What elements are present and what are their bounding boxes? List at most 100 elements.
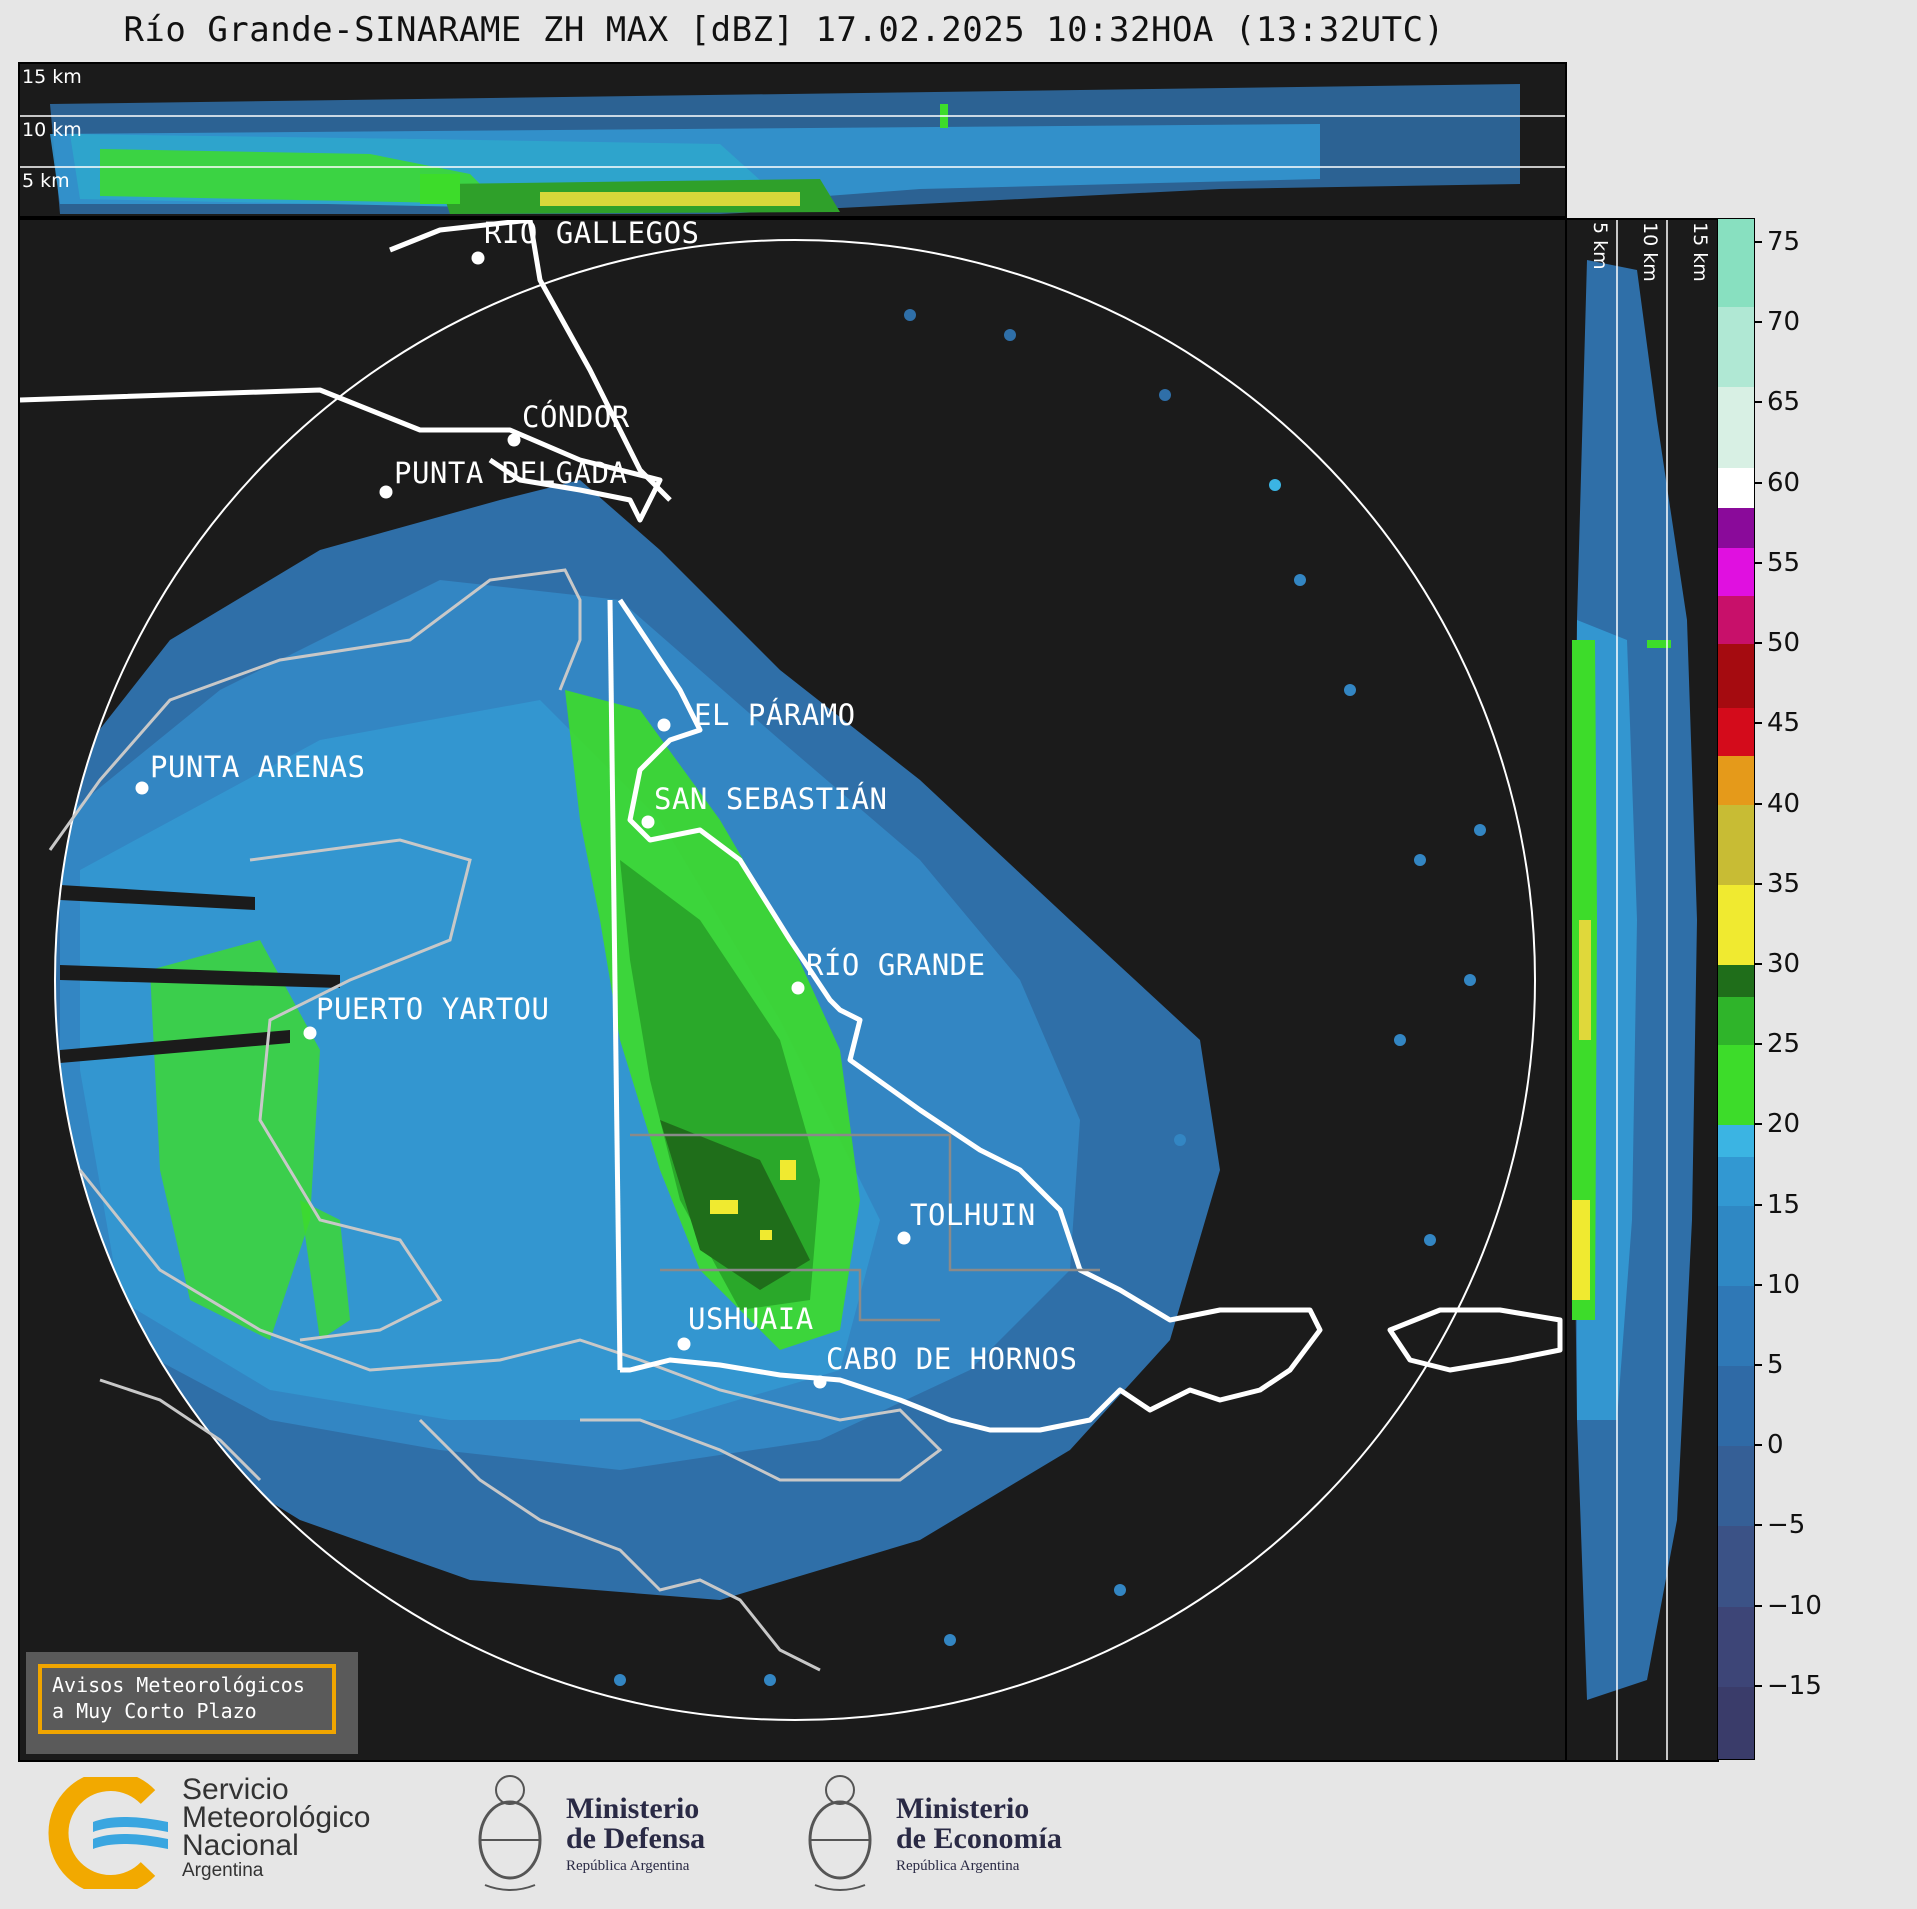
colorbar-tick-mark	[1754, 722, 1762, 725]
colorbar-tick-mark	[1754, 1043, 1762, 1046]
colorbar-segment	[1718, 219, 1754, 308]
side-alt-label-5km: 5 km	[1589, 222, 1611, 270]
city-marker-rio-gallegos	[471, 251, 485, 265]
dbz-colorbar	[1717, 218, 1755, 1760]
colorbar-segment	[1718, 1446, 1754, 1527]
city-marker-puerto-yartou	[303, 1026, 317, 1040]
colorbar-tick-label: 0	[1767, 1430, 1784, 1461]
colorbar-tick-label: 75	[1767, 227, 1801, 258]
colorbar-tick-mark	[1754, 1604, 1762, 1607]
notice-box: Avisos Meteorológicos a Muy Corto Plazo	[26, 1652, 358, 1754]
smn-line-3: Nacional	[182, 1829, 299, 1862]
city-marker-tolhuin	[897, 1231, 911, 1245]
colorbar-segment	[1718, 1686, 1754, 1759]
colorbar-tick-label: 45	[1767, 708, 1801, 739]
colorbar-tick-label: 60	[1767, 467, 1801, 498]
defensa-line-1: Ministerio	[566, 1792, 700, 1825]
notice-line-2: a Muy Corto Plazo	[52, 1699, 257, 1723]
smn-logo-text: Servicio Meteorológico Nacional Argentin…	[182, 1775, 370, 1882]
city-label-rio-gallegos: RÍO GALLEGOS	[484, 218, 700, 250]
economia-line-1: Ministerio	[896, 1792, 1030, 1825]
side-cross-section-image	[1567, 220, 1717, 1760]
colorbar-tick-mark	[1754, 1203, 1762, 1206]
city-marker-condor	[507, 433, 521, 447]
defensa-subtitle: República Argentina	[566, 1858, 690, 1874]
colorbar-tick-label: 40	[1767, 788, 1801, 819]
city-label-cabo-de-hornos: CABO DE HORNOS	[826, 1342, 1078, 1376]
colorbar-segment	[1718, 708, 1754, 757]
economia-coat-of-arms-icon	[808, 1775, 872, 1891]
colorbar-segment	[1718, 644, 1754, 709]
city-label-condor: CÓNDOR	[522, 400, 630, 434]
colorbar-tick-mark	[1754, 642, 1762, 645]
city-label-san-sebastian: SAN SEBASTIÁN	[654, 782, 888, 816]
colorbar-segment	[1718, 997, 1754, 1046]
colorbar-segment	[1718, 1125, 1754, 1158]
defensa-logo-text: Ministerio de Defensa	[566, 1794, 705, 1854]
colorbar-segment	[1718, 1606, 1754, 1687]
side-cross-section: 5 km 10 km 15 km	[1565, 218, 1719, 1762]
colorbar-tick-mark	[1754, 962, 1762, 965]
colorbar-tick-label: −10	[1767, 1590, 1822, 1621]
smn-line-4: Argentina	[182, 1860, 264, 1881]
colorbar-tick-label: 50	[1767, 628, 1801, 659]
radar-echo-layer	[20, 220, 1565, 1760]
colorbar-tick-label: 10	[1767, 1269, 1801, 1300]
colorbar-tick-label: −15	[1767, 1670, 1822, 1701]
colorbar-segment	[1718, 595, 1754, 645]
notice-frame: Avisos Meteorológicos a Muy Corto Plazo	[38, 1664, 336, 1734]
colorbar-tick-label: 35	[1767, 868, 1801, 899]
colorbar-segment	[1718, 1045, 1754, 1126]
colorbar-tick-mark	[1754, 1684, 1762, 1687]
notice-line-1: Avisos Meteorológicos	[52, 1673, 305, 1697]
colorbar-tick-label: 15	[1767, 1189, 1801, 1220]
city-label-puerto-yartou: PUERTO YARTOU	[316, 992, 550, 1026]
city-label-ushuaia: USHUAIA	[688, 1302, 814, 1336]
colorbar-tick-mark	[1754, 321, 1762, 324]
colorbar-tick-mark	[1754, 241, 1762, 244]
colorbar-tick-mark	[1754, 561, 1762, 564]
colorbar-tick-label: 5	[1767, 1349, 1784, 1380]
city-marker-punta-arenas	[135, 781, 149, 795]
alt-label-5km: 5 km	[22, 170, 70, 192]
colorbar-tick-label: 30	[1767, 948, 1801, 979]
colorbar-segment	[1718, 507, 1754, 548]
colorbar-segment	[1718, 964, 1754, 998]
colorbar-tick-mark	[1754, 401, 1762, 404]
colorbar-tick-label: 70	[1767, 307, 1801, 338]
top-cross-section: 15 km 10 km 5 km	[18, 62, 1567, 218]
city-label-punta-arenas: PUNTA ARENAS	[150, 750, 366, 784]
colorbar-tick-label: −5	[1767, 1510, 1806, 1541]
colorbar-segment	[1718, 307, 1754, 388]
side-alt-label-10km: 10 km	[1639, 222, 1661, 282]
smn-logo-icon	[48, 1777, 168, 1889]
colorbar-tick-label: 25	[1767, 1029, 1801, 1060]
colorbar-segment	[1718, 1205, 1754, 1286]
colorbar-tick-label: 55	[1767, 547, 1801, 578]
colorbar-segment	[1718, 1157, 1754, 1206]
map-title: Río Grande-SINARAME ZH MAX [dBZ] 17.02.2…	[123, 10, 1445, 50]
colorbar-tick-mark	[1754, 1524, 1762, 1527]
city-label-tolhuin: TOLHUIN	[910, 1198, 1036, 1232]
alt-label-10km: 10 km	[22, 119, 82, 141]
colorbar-tick-mark	[1754, 882, 1762, 885]
colorbar-segment	[1718, 1365, 1754, 1447]
colorbar-tick-mark	[1754, 481, 1762, 484]
economia-subtitle: República Argentina	[896, 1858, 1020, 1874]
colorbar-tick-mark	[1754, 1123, 1762, 1126]
colorbar-segment	[1718, 387, 1754, 468]
colorbar-tick-mark	[1754, 802, 1762, 805]
city-marker-rio-grande	[791, 981, 805, 995]
economia-line-2: de Economía	[896, 1822, 1062, 1855]
colorbar-segment	[1718, 1285, 1754, 1366]
defensa-line-2: de Defensa	[566, 1822, 706, 1855]
city-marker-ushuaia	[677, 1337, 691, 1351]
colorbar-segment	[1718, 756, 1754, 805]
colorbar-segment	[1718, 1526, 1754, 1607]
colorbar-tick-mark	[1754, 1363, 1762, 1366]
defensa-coat-of-arms-icon	[478, 1775, 542, 1891]
city-label-rio-grande: RÍO GRANDE	[806, 948, 986, 982]
colorbar-tick-mark	[1754, 1444, 1762, 1447]
radar-ppi-map: RÍO GALLEGOS CÓNDOR PUNTA DELGADA EL PÁR…	[18, 218, 1567, 1762]
city-label-el-paramo: EL PÁRAMO	[694, 698, 856, 732]
